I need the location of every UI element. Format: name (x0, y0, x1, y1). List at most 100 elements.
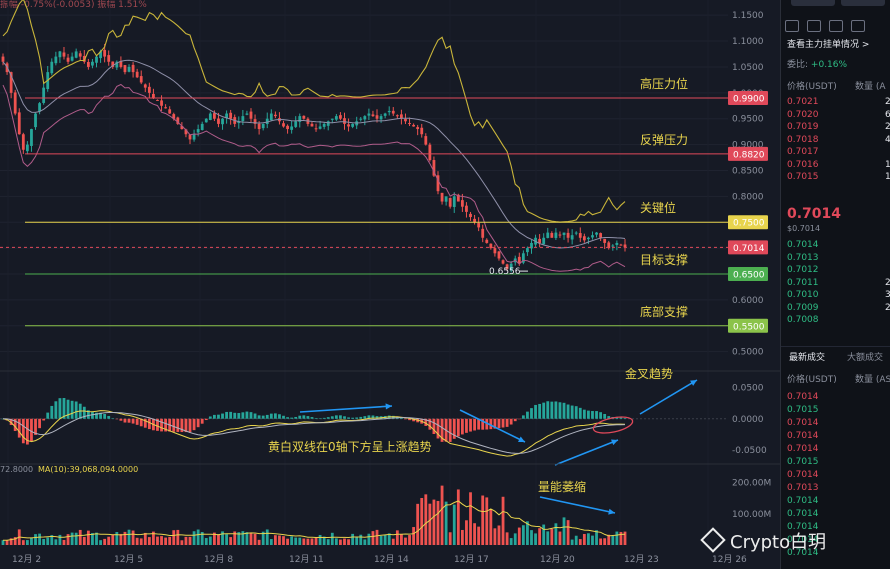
annotation-arrow (299, 405, 393, 413)
candle-body (95, 56, 98, 63)
volume-bar (318, 534, 322, 545)
volume-bar (298, 537, 302, 545)
view-both-icon[interactable] (785, 20, 799, 32)
candle-body (30, 129, 33, 146)
macd-hist-bar (245, 411, 249, 419)
macd-hist-bar (322, 417, 326, 419)
ask-row[interactable]: 0.7020 6 (787, 110, 890, 121)
volume-bar (493, 528, 497, 545)
volume-bar (25, 540, 29, 545)
candle-body (501, 260, 505, 264)
volume-bar (521, 525, 525, 545)
ask-row[interactable]: 0.7018 4 (787, 135, 890, 146)
volume-bar (21, 540, 25, 545)
volume-bar (257, 539, 261, 545)
bid-row[interactable]: 0.7009 2 (787, 303, 890, 314)
volume-bar (127, 529, 131, 545)
macd-hist-bar (176, 418, 180, 432)
volume-bar (351, 533, 355, 545)
bid-row[interactable]: 0.7014 (787, 240, 890, 251)
macd-hist-bar (509, 418, 513, 425)
macd-hist-bar (278, 414, 281, 419)
macd-hist-bar (375, 416, 379, 419)
macd-hist-bar (91, 412, 94, 419)
candle-body (314, 128, 318, 130)
candle-body (448, 198, 452, 207)
bid-row[interactable]: 0.7011 2 (787, 278, 890, 289)
bid-price: 0.7008 (787, 315, 819, 325)
candle-body (86, 62, 90, 67)
macd-hist-bar (156, 418, 159, 431)
level-price-label: 0.9900 (733, 95, 765, 105)
view-mode-icons[interactable] (785, 20, 873, 32)
macd-hist-bar (139, 418, 143, 427)
ask-price: 0.7016 (787, 159, 819, 170)
volume-bar (50, 535, 54, 545)
ask-qty: 2 (885, 97, 890, 108)
ask-row[interactable]: 0.7019 2 (787, 122, 890, 133)
side-top-button-1[interactable] (791, 0, 835, 6)
macd-hist-bar (546, 401, 550, 419)
ask-row[interactable]: 0.7016 1 (787, 160, 890, 171)
volume-bar (359, 534, 363, 545)
view-asks-icon[interactable] (829, 20, 843, 32)
side-top-button-2[interactable] (841, 0, 885, 6)
ask-row[interactable]: 0.7017 (787, 147, 890, 158)
macd-hist-bar (526, 411, 529, 419)
macd-hist-bar (217, 414, 220, 419)
view-bids-icon[interactable] (807, 20, 821, 32)
candle-body (17, 112, 21, 135)
candle-body (322, 123, 326, 127)
bid-row[interactable]: 0.7010 3 (787, 290, 890, 301)
volume-bar (582, 533, 586, 545)
macd-hist-bar (485, 418, 489, 430)
candle-body (497, 251, 501, 259)
volume-bar (123, 531, 127, 545)
bid-row[interactable]: 0.7012 (787, 265, 890, 276)
orderbook-title[interactable]: 查看主力挂单情况 > (787, 40, 870, 50)
volume-bar (34, 534, 37, 545)
chart-area[interactable]: 振幅 -0.75%(-0.0053) 振幅 1.51% 1.1500 1.1000… (0, 0, 780, 569)
last-price-tag-label: 0.7014 (733, 244, 765, 254)
chart-svg[interactable]: 1.15001.10001.05001.00000.95000.90000.85… (0, 0, 780, 569)
volume-bar (78, 529, 82, 545)
candle-body (135, 71, 139, 78)
level-price-label: 0.5500 (733, 322, 765, 332)
volume-bar (363, 539, 367, 545)
ask-row[interactable]: 0.7021 2 (787, 97, 890, 108)
volume-bar (591, 535, 594, 545)
volume-bar (330, 532, 334, 545)
tab-latest-trades[interactable]: 最新成交 (789, 353, 826, 363)
candle-body (509, 263, 513, 271)
volume-bar (265, 529, 269, 545)
volume-bar (13, 537, 17, 545)
volume-bar (347, 539, 350, 545)
ask-price: 0.7020 (787, 109, 819, 120)
trade-row: 0.7014 (787, 548, 819, 558)
macd-hist-bar (131, 418, 135, 424)
macd-hist-bar (172, 418, 176, 432)
volume-bar (156, 536, 159, 545)
candle-body (351, 123, 355, 127)
low-annotation: 0.6556 (489, 267, 521, 277)
view-depth-icon[interactable] (851, 20, 865, 32)
volume-bar (611, 535, 615, 545)
volume-bar (139, 538, 143, 545)
candle-body (91, 61, 94, 66)
ask-row[interactable]: 0.7015 1 (787, 172, 890, 183)
trade-row: 0.7014 (787, 470, 819, 480)
bid-row[interactable]: 0.7013 (787, 253, 890, 264)
volume-bar (172, 530, 176, 545)
bid-row[interactable]: 0.7008 (787, 315, 890, 326)
macd-hist-bar (147, 418, 151, 430)
macd-hist-bar (538, 403, 542, 419)
macd-hist-bar (424, 418, 428, 426)
candle-body (38, 103, 41, 112)
tab-large-trades[interactable]: 大额成交 (847, 353, 884, 363)
volume-bar (497, 525, 501, 545)
macd-hist-bar (326, 417, 330, 419)
trade-row: 0.7014 (787, 418, 819, 428)
candle-body (343, 118, 346, 124)
candle-body (330, 118, 334, 120)
macd-hist-bar (82, 406, 86, 419)
